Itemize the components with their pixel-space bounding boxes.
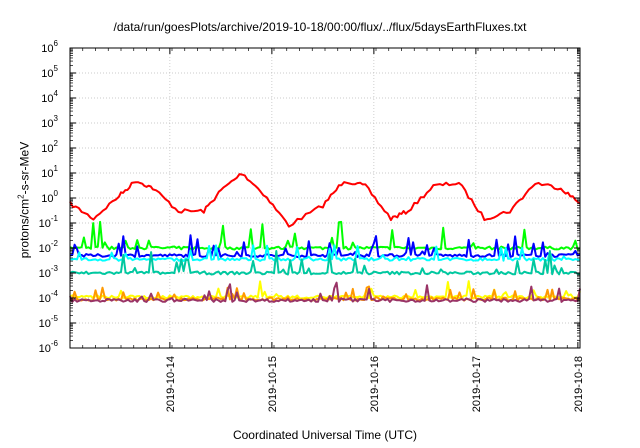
series-line [69, 173, 581, 228]
y-tick-label: 103 [41, 114, 58, 130]
y-tick-label: 101 [41, 164, 58, 180]
y-tick-exp: 5 [54, 64, 59, 73]
series-line [69, 281, 581, 303]
x-tick-label: 2019-10-16 [369, 356, 381, 412]
y-tick-exp: -2 [51, 239, 59, 248]
x-axis-label: Coordinated Universal Time (UTC) [232, 428, 418, 442]
x-tick-label: 2019-10-18 [573, 356, 585, 412]
y-tick-label: 102 [41, 139, 58, 155]
series-group [69, 173, 581, 303]
y-tick-exp: -1 [51, 214, 59, 223]
y-tick-exp: 4 [54, 89, 59, 98]
series-line [69, 234, 581, 258]
y-tick-label: 10-3 [39, 264, 59, 280]
y-tick-exp: 1 [54, 164, 59, 173]
x-axis: 2019-10-14 2019-10-15 2019-10-16 2019-10-17… [69, 48, 585, 412]
y-tick-label: 100 [41, 189, 58, 205]
y-label-prefix: protons/cm [17, 198, 32, 259]
y-tick-exp: -4 [51, 289, 59, 298]
y-tick-exp: 0 [54, 189, 59, 198]
y-tick-exp: -3 [51, 264, 59, 273]
y-axis-label: protons/cm2-s-sr-MeV [17, 142, 32, 258]
chart-title: /data/run/goesPlots/archive/2019-10-18/0… [113, 20, 527, 34]
series-line [69, 220, 581, 251]
series-line [69, 280, 581, 300]
y-tick-label: 106 [41, 39, 58, 55]
y-tick-label: 104 [41, 89, 58, 105]
y-label-suffix: -s-sr-MeV [17, 141, 32, 195]
x-tick-label: 2019-10-15 [267, 356, 279, 412]
y-tick-exp: -6 [51, 339, 59, 348]
series-line [69, 244, 581, 262]
y-tick-label: 105 [41, 64, 58, 80]
y-tick-label: 10-6 [39, 339, 59, 355]
y-tick-label: 10-1 [39, 214, 59, 230]
y-tick-exp: 6 [54, 39, 59, 48]
y-tick-label: 10-5 [39, 314, 59, 330]
y-tick-exp: -5 [51, 314, 59, 323]
y-label-sup: 2 [16, 194, 26, 199]
grid [70, 48, 580, 348]
x-tick-label: 2019-10-14 [165, 356, 177, 412]
y-tick-exp: 2 [54, 139, 59, 148]
series-line [69, 250, 581, 276]
y-tick-exp: 3 [54, 114, 59, 123]
y-tick-label: 10-4 [39, 289, 59, 305]
y-tick-label: 10-2 [39, 239, 59, 255]
x-tick-label: 2019-10-17 [471, 356, 483, 412]
